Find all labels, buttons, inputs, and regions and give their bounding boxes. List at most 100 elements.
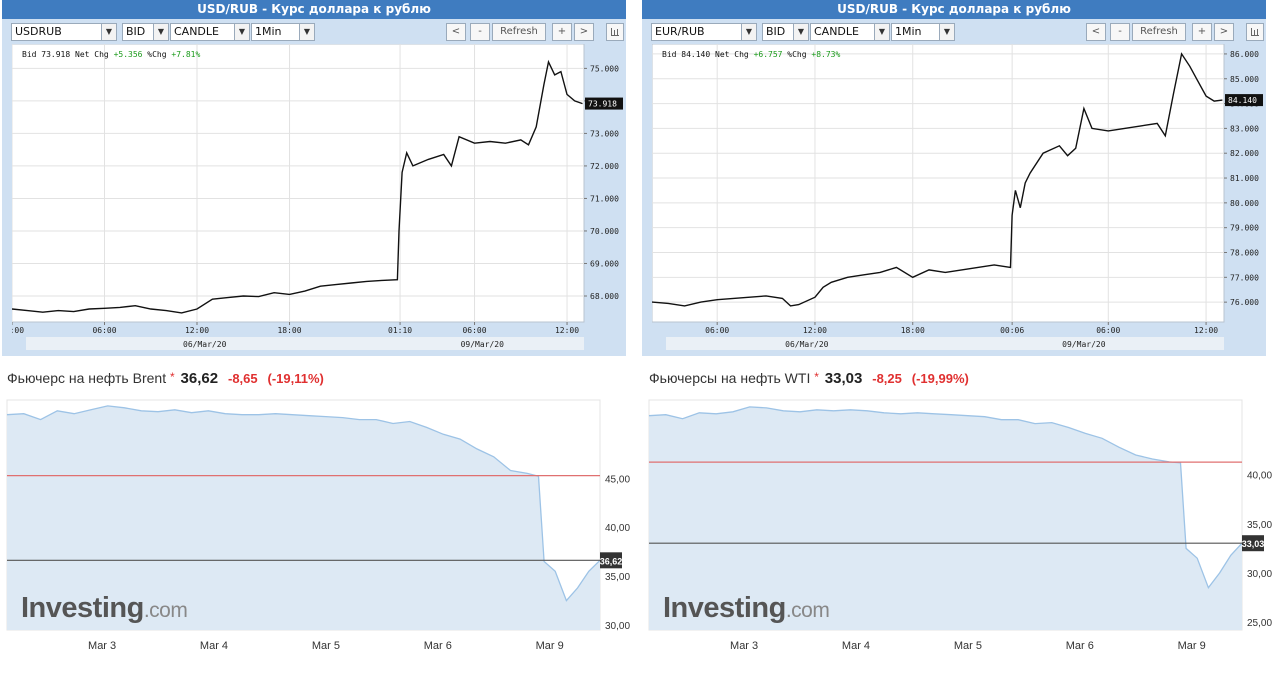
x-tick-label: Mar 9 bbox=[536, 640, 564, 652]
date-band bbox=[666, 337, 1224, 350]
y-tick-label: 30,00 bbox=[605, 621, 630, 632]
panel-title: USD/RUB - Курс доллара к рублю bbox=[2, 0, 626, 19]
logo-suffix: .com bbox=[785, 599, 830, 622]
price-type-select[interactable]: BID ▼ bbox=[762, 23, 809, 41]
x-tick-label: Mar 3 bbox=[88, 640, 116, 652]
pct-chg-label: %Chg bbox=[787, 50, 807, 59]
zoom-in-button[interactable]: + bbox=[552, 23, 572, 41]
next-button[interactable]: > bbox=[574, 23, 594, 41]
date-band bbox=[26, 337, 584, 350]
y-tick-label: 80.000 bbox=[1230, 199, 1259, 208]
price-type-select[interactable]: BID ▼ bbox=[122, 23, 169, 41]
zoom-out-button[interactable]: - bbox=[1110, 23, 1130, 41]
chevron-down-icon: ▼ bbox=[153, 24, 168, 40]
symbol-select[interactable]: EUR/RUB ▼ bbox=[651, 23, 757, 41]
prev-button[interactable]: < bbox=[446, 23, 466, 41]
x-tick-label: 12:00 bbox=[185, 326, 209, 335]
interval-value: 1Min bbox=[255, 25, 282, 38]
zoom-out-button[interactable]: - bbox=[470, 23, 490, 41]
chart-type-select[interactable]: CANDLE ▼ bbox=[170, 23, 250, 41]
y-tick-label: 45,00 bbox=[605, 474, 630, 485]
investing-logo: Investing.com bbox=[21, 592, 188, 625]
y-tick-label: 73.000 bbox=[590, 129, 619, 138]
interval-select[interactable]: 1Min ▼ bbox=[891, 23, 955, 41]
price-area bbox=[7, 405, 600, 630]
y-tick-label: 69.000 bbox=[590, 259, 619, 268]
price-type-value: BID bbox=[126, 25, 146, 38]
chart-settings-icon[interactable] bbox=[606, 23, 624, 41]
refresh-button[interactable]: Refresh bbox=[1132, 23, 1186, 41]
bid-value: 73.918 bbox=[41, 50, 71, 59]
y-tick-label: 76.000 bbox=[1230, 298, 1259, 307]
x-tick-label: 12:00 bbox=[555, 326, 579, 335]
chevron-down-icon: ▼ bbox=[793, 24, 808, 40]
price-change: -8,25 bbox=[872, 371, 902, 386]
next-button[interactable]: > bbox=[1214, 23, 1234, 41]
asterisk-icon: * bbox=[814, 370, 819, 384]
chart-type-select[interactable]: CANDLE ▼ bbox=[810, 23, 890, 41]
chart-settings-icon[interactable] bbox=[1246, 23, 1264, 41]
asterisk-icon: * bbox=[169, 370, 175, 384]
logo-text: Investing bbox=[663, 592, 786, 624]
chevron-down-icon: ▼ bbox=[874, 24, 889, 40]
x-tick-label: 18:00 bbox=[901, 326, 925, 335]
quote-info: Bid 73.918 Net Chg +5.356 %Chg +7.81% bbox=[22, 50, 200, 59]
y-tick-label: 72.000 bbox=[590, 162, 619, 171]
x-tick-label: 06:00 bbox=[92, 326, 116, 335]
chart-type-value: CANDLE bbox=[814, 25, 859, 38]
chevron-down-icon: ▼ bbox=[939, 24, 954, 40]
x-tick-label: Mar 3 bbox=[730, 640, 758, 652]
x-tick-label: 00:06 bbox=[1000, 326, 1024, 335]
date-label: 06/Mar/20 bbox=[785, 340, 829, 349]
chevron-down-icon: ▼ bbox=[299, 24, 314, 40]
price-change-pct: (-19,11%) bbox=[267, 371, 324, 386]
x-tick-label: 06:00 bbox=[705, 326, 729, 335]
net-chg-label: Net Chg bbox=[715, 50, 749, 59]
date-label: 06/Mar/20 bbox=[183, 340, 227, 349]
investing-logo: Investing.com bbox=[663, 592, 830, 625]
date-label: 09/Mar/20 bbox=[1062, 340, 1106, 349]
y-tick-label: 30,00 bbox=[1247, 569, 1272, 580]
symbol-value: EUR/RUB bbox=[655, 25, 705, 38]
y-tick-label: 70.000 bbox=[590, 227, 619, 236]
x-tick-label: 18:00 bbox=[277, 326, 301, 335]
chevron-down-icon: ▼ bbox=[234, 24, 249, 40]
chart-toolbar: EUR/RUB ▼ BID ▼ CANDLE ▼ 1Min ▼ < - Refresh … bbox=[642, 20, 1266, 44]
last-price-label: 84.140 bbox=[1228, 96, 1257, 105]
x-tick-label: 00:00 bbox=[12, 326, 24, 335]
net-chg-value: +6.757 bbox=[753, 50, 783, 59]
y-tick-label: 35,00 bbox=[605, 572, 630, 583]
y-tick-label: 25,00 bbox=[1247, 618, 1272, 629]
wti-header: Фьючерсы на нефть WTI * 33,03 -8,25 (-19… bbox=[649, 370, 969, 387]
usdrub-chart: 00:00 06:00 12:00 18:00 01:10 06:00 12:00 68.00… bbox=[12, 44, 624, 354]
refresh-button[interactable]: Refresh bbox=[492, 23, 546, 41]
last-price-marker bbox=[585, 97, 623, 110]
panel-title: USD/RUB - Курс доллара к рублю bbox=[642, 0, 1266, 19]
symbol-select[interactable]: USDRUB ▼ bbox=[11, 23, 117, 41]
logo-suffix: .com bbox=[143, 599, 188, 622]
brent-panel: Фьючерс на нефть Brent * 36,62 -8,65 (-1… bbox=[0, 360, 630, 680]
price-type-value: BID bbox=[766, 25, 786, 38]
x-tick-label: 12:00 bbox=[1194, 326, 1218, 335]
price-series-line bbox=[12, 59, 583, 314]
chart-type-value: CANDLE bbox=[174, 25, 219, 38]
last-price-marker bbox=[1242, 535, 1264, 552]
last-price: 36,62 bbox=[180, 370, 219, 387]
plot-area bbox=[12, 44, 585, 323]
x-tick-label: 06:00 bbox=[462, 326, 486, 335]
x-tick-label: Mar 6 bbox=[424, 640, 452, 652]
usdrub-panel: USD/RUB - Курс доллара к рублю USDRUB ▼ B… bbox=[2, 0, 626, 356]
y-tick-label: 40,00 bbox=[605, 523, 630, 534]
last-price-marker bbox=[1225, 94, 1263, 107]
chart-toolbar: USDRUB ▼ BID ▼ CANDLE ▼ 1Min ▼ < - Refresh +… bbox=[2, 20, 626, 44]
net-chg-label: Net Chg bbox=[75, 50, 109, 59]
price-series-line bbox=[652, 52, 1223, 307]
pct-chg-value: +8.73% bbox=[811, 50, 841, 59]
x-tick-label: Mar 6 bbox=[1066, 640, 1094, 652]
interval-select[interactable]: 1Min ▼ bbox=[251, 23, 315, 41]
zoom-in-button[interactable]: + bbox=[1192, 23, 1212, 41]
interval-value: 1Min bbox=[895, 25, 922, 38]
logo-text: Investing bbox=[21, 592, 144, 624]
y-tick-label: 75.000 bbox=[590, 64, 619, 73]
prev-button[interactable]: < bbox=[1086, 23, 1106, 41]
